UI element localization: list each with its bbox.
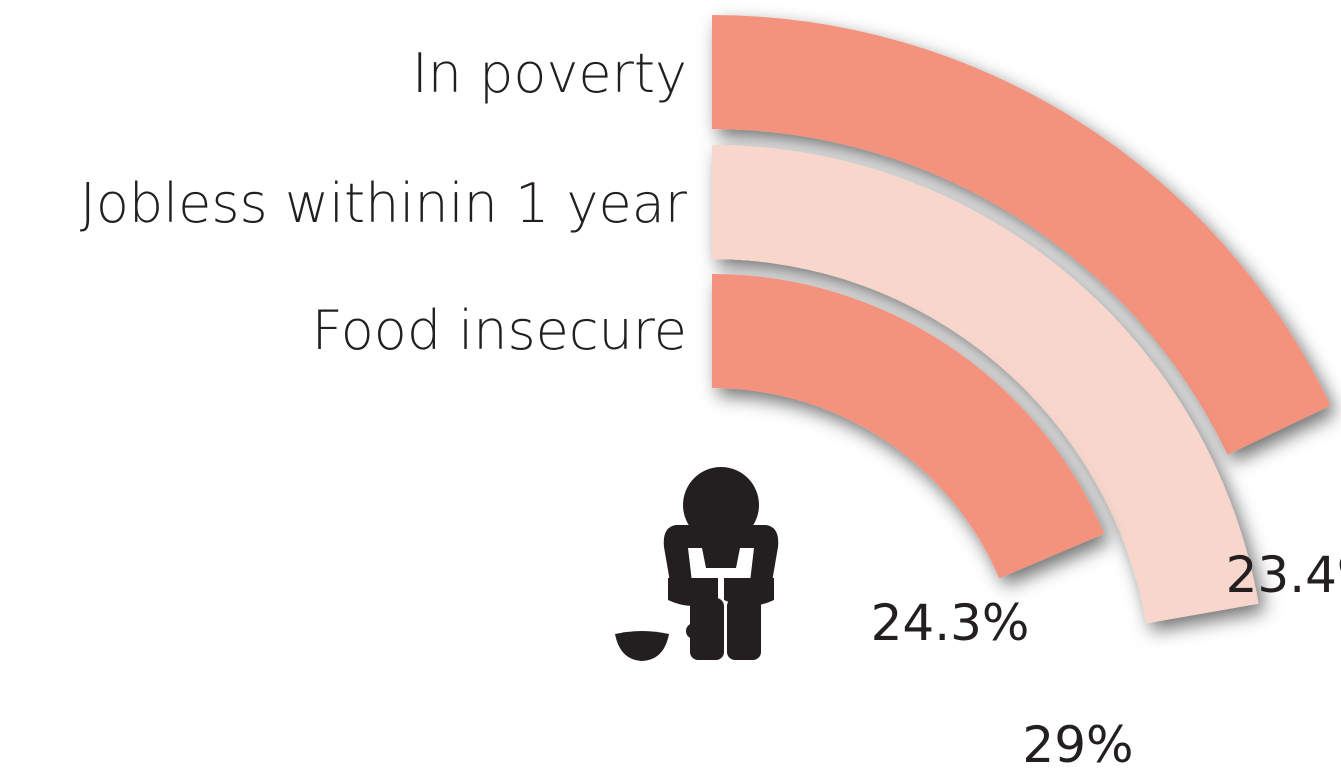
category-labels: In poverty Jobless withinin 1 year Food …: [80, 42, 688, 362]
value-label-in-poverty: 23.4%: [1226, 546, 1341, 604]
band-in-poverty: [712, 15, 1331, 455]
category-label-jobless-within-1-year: Jobless withinin 1 year: [80, 172, 688, 235]
value-label-jobless-within-1-year: 29%: [1022, 716, 1133, 774]
chart-bands: [712, 15, 1331, 624]
value-label-food-insecure: 24.3%: [871, 594, 1030, 652]
category-label-food-insecure: Food insecure: [312, 299, 687, 362]
value-labels: 23.4% 29% 24.3%: [871, 546, 1341, 774]
sitting-person-with-begging-bowl-icon: [615, 467, 779, 661]
band-jobless-within-1-year: [712, 145, 1259, 624]
band-food-insecure: [712, 274, 1105, 579]
category-label-in-poverty: In poverty: [412, 42, 687, 105]
